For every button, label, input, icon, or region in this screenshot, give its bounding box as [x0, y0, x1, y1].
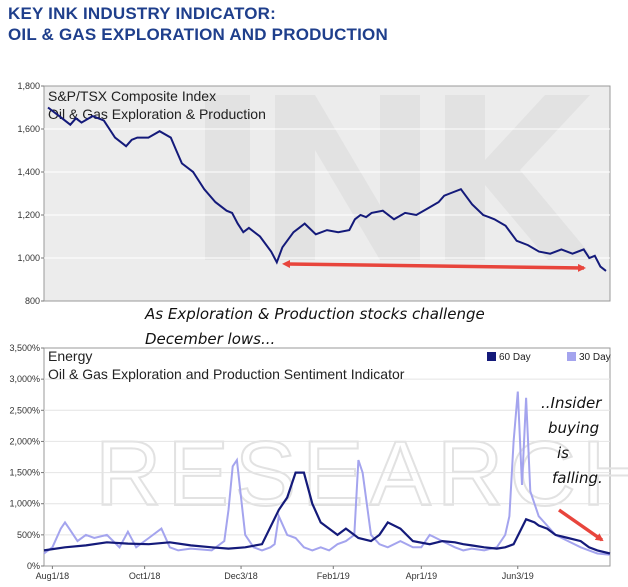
sentiment-y-tick-label: 1,000%: [9, 499, 40, 509]
sentiment-x-axis: Aug1/18 Oct1/18 Dec3/18 Feb1/19 Apr1/19 Jun3/…: [36, 566, 534, 581]
sentiment-y-tick-label: 2,000%: [9, 436, 40, 446]
sentiment-y-tick-label: 3,500%: [9, 343, 40, 353]
index-y-tick-label: 1,000: [17, 253, 40, 263]
legend-label-30-day: 30 Day: [579, 352, 611, 363]
support-arrow: [282, 260, 586, 272]
index-y-tick-label: 1,600: [17, 124, 40, 134]
sentiment-x-tick-label: Aug1/18: [36, 571, 70, 581]
series-60-day-line: [43, 471, 611, 555]
index-gridlines: [44, 128, 610, 259]
index-chart-subtitle: Oil & Gas Exploration & Production: [48, 106, 266, 122]
watermark-ink: [205, 95, 595, 260]
annotation-line2: December lows...: [145, 330, 275, 348]
sentiment-x-tick-label: Feb1/19: [317, 571, 350, 581]
index-y-tick-label: 1,800: [17, 81, 40, 91]
sentiment-y-tick-label: 3,000%: [9, 374, 40, 384]
index-y-tick-label: 1,200: [17, 210, 40, 220]
legend-label-60-day: 60 Day: [499, 352, 531, 363]
watermark-research: RESEARCH: [95, 423, 628, 525]
legend-swatch-60-day: [487, 352, 496, 361]
sentiment-x-tick-label: Dec3/18: [224, 571, 258, 581]
falling-arrow: [557, 508, 604, 542]
page-title-line2: OIL & GAS EXPLORATION AND PRODUCTION: [8, 25, 388, 44]
index-y-axis: 1,800 1,600 1,400 1,200 1,000 800: [17, 81, 44, 306]
sentiment-x-tick-label: Apr1/19: [406, 571, 438, 581]
sentiment-x-tick-label: Oct1/18: [129, 571, 161, 581]
sentiment-y-axis: 3,500% 3,000% 2,500% 2,000% 1,500% 1,000% 500%…: [9, 343, 44, 571]
page-title-line1: KEY INK INDUSTRY INDICATOR:: [8, 4, 276, 23]
sentiment-chart: RESEARCH 3,500% 3,000% 2,500% 2,000% 1,500% 1…: [9, 343, 628, 581]
sentiment-y-tick-label: 500%: [17, 530, 40, 540]
sentiment-plot-area: [43, 347, 611, 567]
insider-annotation: ..Insider buying is falling.: [541, 394, 603, 487]
sentiment-y-tick-label: 2,500%: [9, 405, 40, 415]
sentiment-chart-title: Energy: [48, 348, 92, 364]
index-chart-title: S&P/TSX Composite Index: [48, 88, 216, 104]
legend-swatch-30-day: [567, 352, 576, 361]
sentiment-gridlines: [44, 378, 610, 536]
insider-annotation-line: ..Insider: [541, 394, 602, 412]
index-series-line: [47, 106, 607, 272]
index-y-tick-label: 800: [25, 296, 40, 306]
sentiment-chart-subtitle: Oil & Gas Exploration and Production Sen…: [48, 366, 405, 382]
series-30-day-line: [43, 391, 611, 556]
sentiment-y-tick-label: 0%: [27, 561, 40, 571]
insider-annotation-line: falling.: [552, 469, 603, 487]
sentiment-y-tick-label: 1,500%: [9, 468, 40, 478]
legend: 60 Day 30 Day: [487, 352, 611, 363]
annotation-line1: As Exploration & Production stocks chall…: [144, 305, 485, 323]
index-chart: 1,800 1,600 1,400 1,200 1,000 800 S&P/TSX Com…: [17, 81, 611, 306]
index-y-tick-label: 1,400: [17, 167, 40, 177]
insider-annotation-line: buying: [548, 419, 599, 437]
insider-annotation-line: is: [557, 444, 569, 462]
sentiment-x-tick-label: Jun3/19: [502, 571, 534, 581]
